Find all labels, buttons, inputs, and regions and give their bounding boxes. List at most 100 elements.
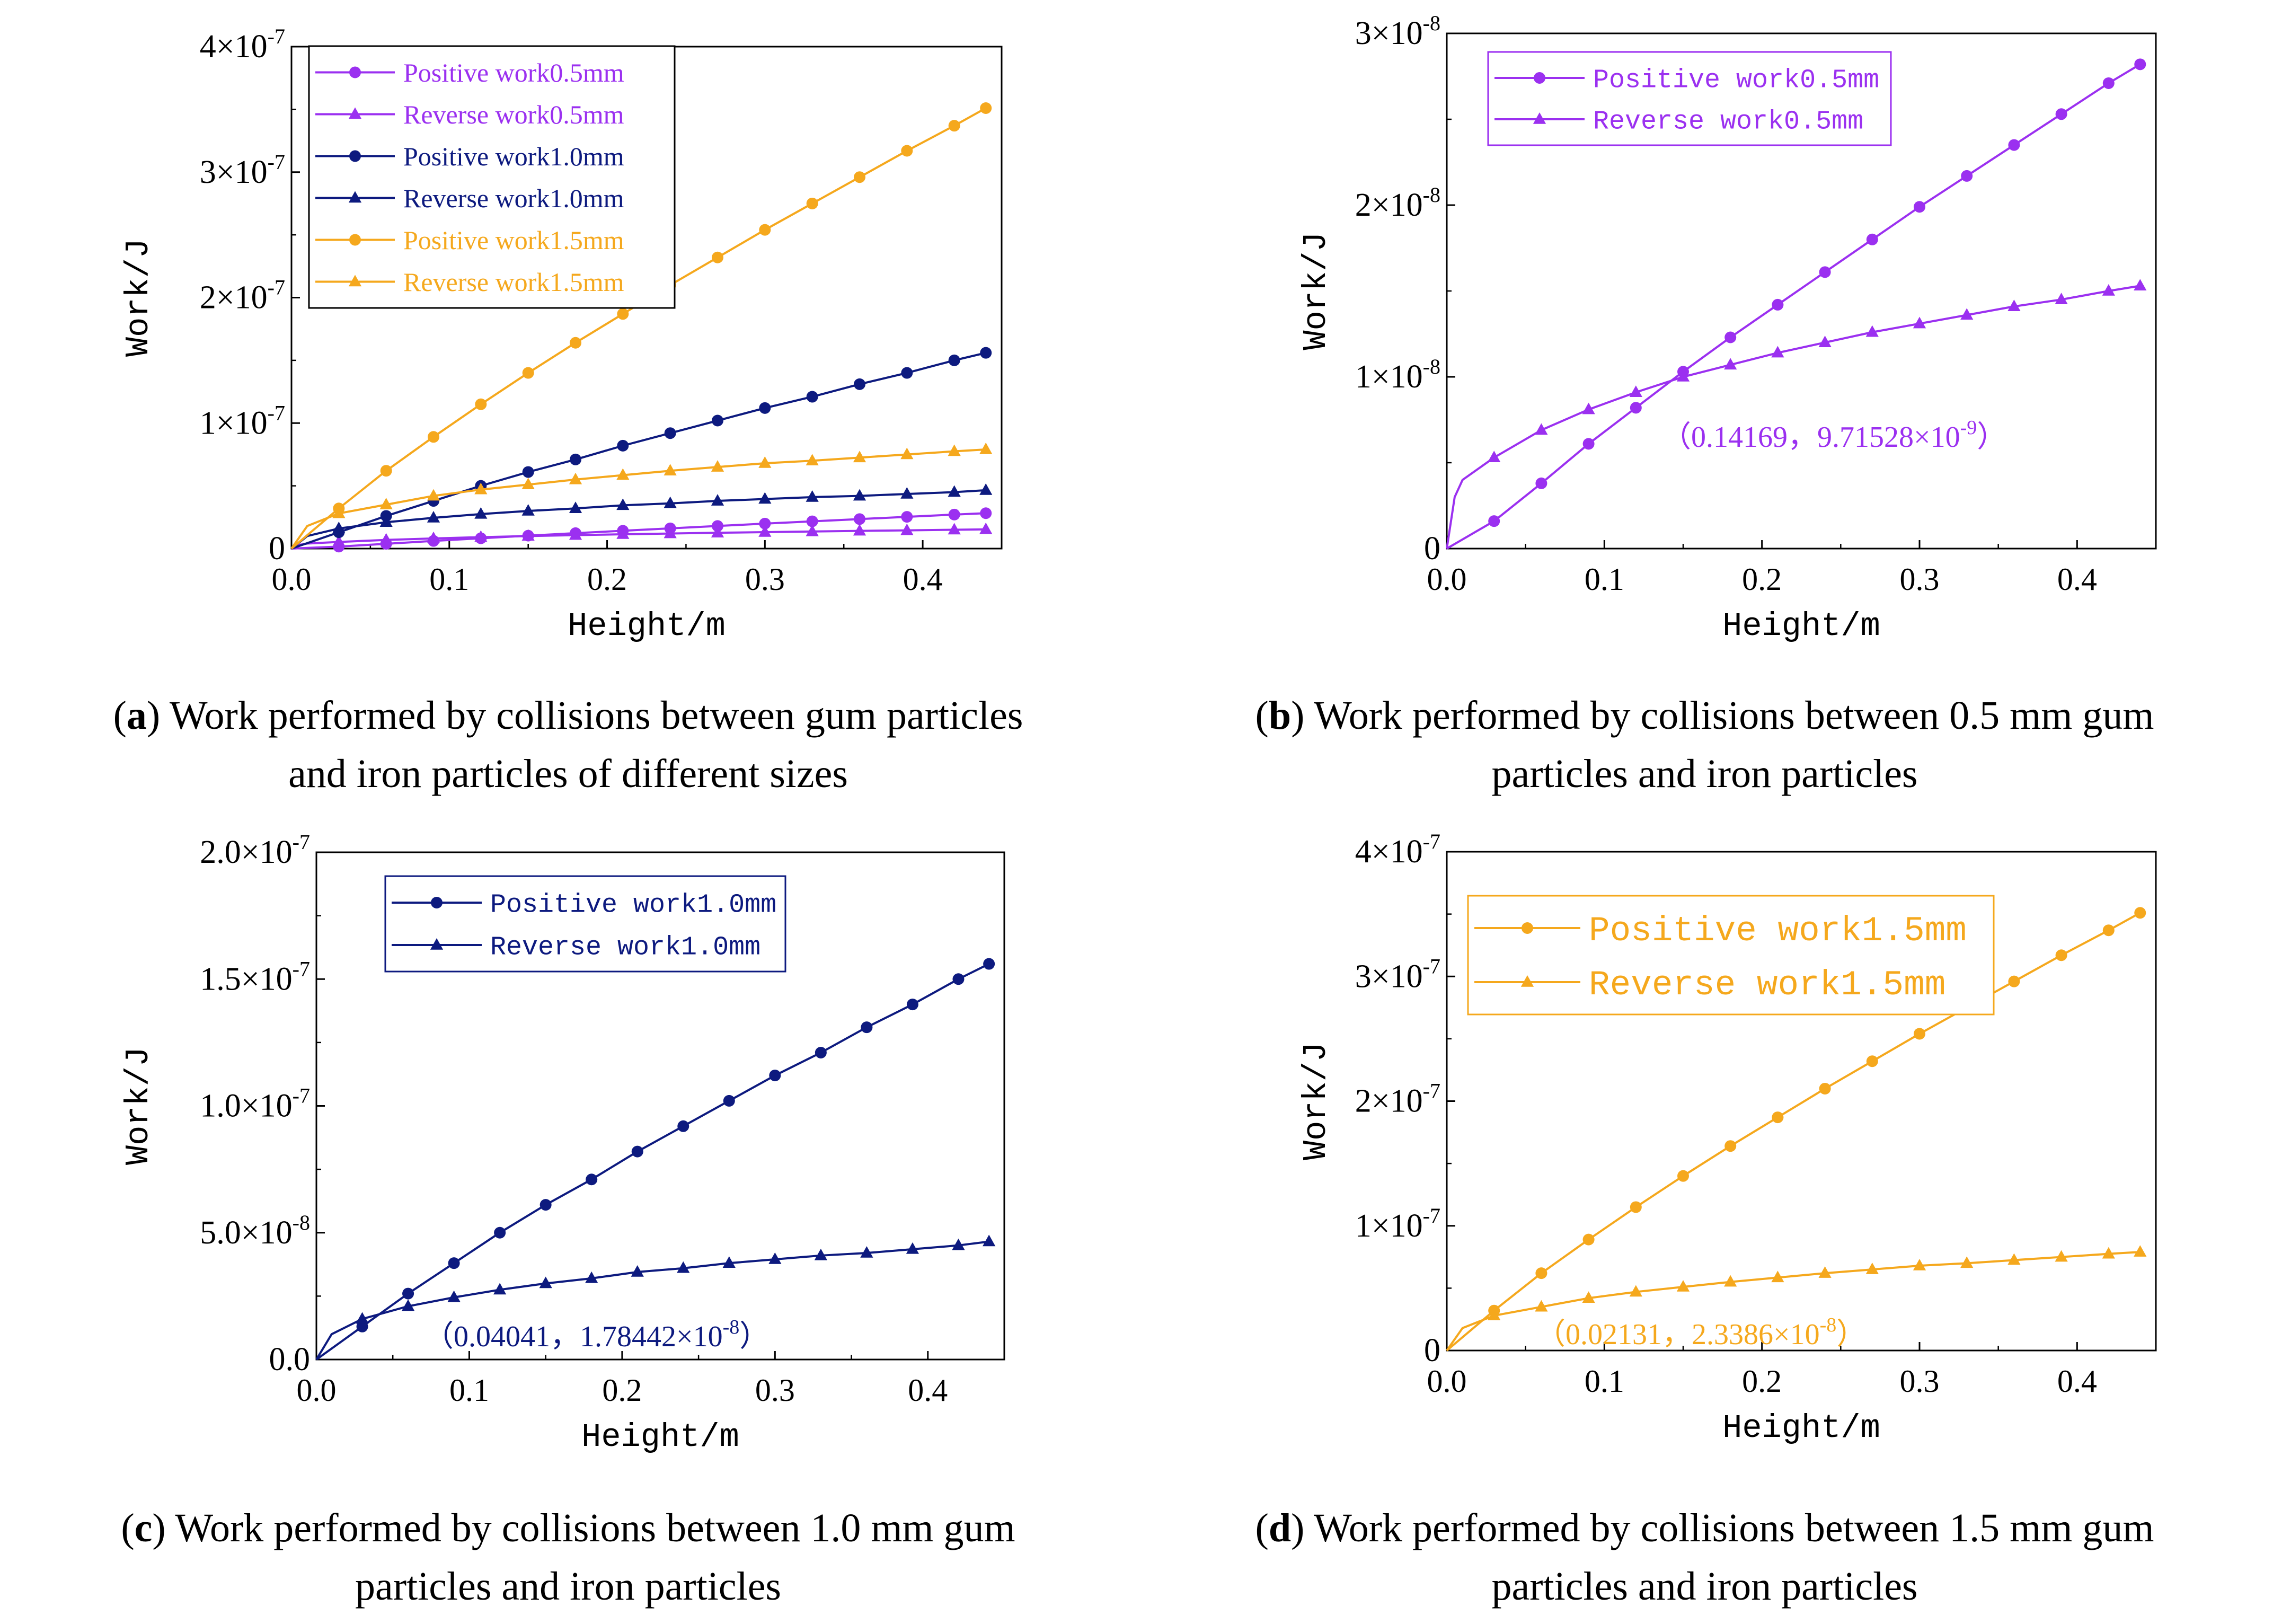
data-point [814,1248,827,1260]
data-point [379,515,393,527]
data-point [617,439,629,452]
data-point [1582,438,1595,450]
series-reverse-work0.5mm [291,522,993,550]
data-point [1865,1263,1879,1274]
data-point [2134,279,2147,291]
data-point [2055,1250,2068,1262]
data-point [1630,1201,1642,1213]
data-point [806,391,818,403]
data-point [447,1290,461,1302]
caption-b-text1: Work performed by collisions between 0.5… [1304,693,2154,738]
data-point [906,999,918,1011]
data-point [1961,170,1973,182]
x-tick-label: 0.2 [602,1373,642,1408]
data-point [427,511,440,523]
legend-label: Reverse work1.5mm [1589,965,1945,1005]
y-tick-label: 1.0×10-7 [200,1084,310,1124]
series-line [291,512,986,550]
data-point [427,531,440,543]
series-reverse-work1.5mm [1446,1245,2147,1352]
chart-panel-a: 0.0 0.1 0.2 0.3 0.4 0 1×10-7 2×10-7 3×10-7 4×10-7… [120,24,1003,645]
caption-c: (c) Work performed by collisions between… [0,1499,1136,1616]
data-point [2007,299,2021,311]
x-axis-label: Height/m [581,1418,739,1456]
data-point [493,1283,507,1295]
legend-box [1487,51,1892,146]
data-point [522,367,534,379]
y-axis-label: Work/J [120,239,157,357]
data-point [768,1252,782,1264]
data-point [2008,975,2020,987]
data-point [2102,924,2115,937]
caption-d: (d) Work performed by collisions between… [1136,1499,2273,1616]
caption-d-letter: d [1268,1506,1292,1550]
data-point [723,1095,735,1107]
x-axis-label: Height/m [1722,1409,1880,1447]
legend-marker [1534,72,1545,84]
y-axis-label: Work/J [1297,1042,1335,1160]
y-tick-label: 3×10-7 [200,150,285,190]
data-point [522,466,534,478]
data-point [664,496,677,508]
data-point [616,468,630,480]
x-tick-label: 0.0 [1427,562,1467,597]
data-point [2055,949,2067,961]
data-point [1724,358,1737,370]
data-point [1914,1028,1925,1040]
data-point [979,483,993,495]
data-point [952,973,965,985]
legend-label: Positive work0.5mm [403,58,624,87]
x-tick-label: 0.0 [297,1373,337,1408]
legend-marker [349,234,361,246]
data-point [379,533,393,545]
caption-a: (a) Work performed by collisions between… [0,686,1136,803]
data-point [474,482,488,495]
data-point [1676,370,1690,382]
data-point [906,1242,919,1254]
data-point [1819,266,1831,278]
caption-a-letter: a [126,693,147,738]
series-reverse-work0.5mm [1446,279,2147,549]
caption-b-line1: (b) Work performed by collisions between… [1255,693,2154,738]
chart-panel-c: 0.0 0.1 0.2 0.3 0.4 0.0 5.0×10-8 1.0×10-7 1.5×10… [120,830,1005,1456]
caption-c-letter: c [134,1506,153,1550]
data-point [1724,331,1737,343]
data-point [569,528,582,540]
legend-marker [1520,975,1534,987]
caption-d-text1: Work performed by collisions between 1.5… [1304,1506,2154,1550]
data-point [948,354,960,366]
y-tick-label: 4×10-7 [1355,829,1440,870]
data-point [854,513,865,525]
data-point [1488,1309,1501,1320]
data-point [1630,402,1642,414]
caption-c-text1: Work performed by collisions between 1.0… [165,1506,1015,1550]
series-positive-work1.0mm [291,347,992,550]
y-axis-label: Work/J [120,1047,157,1165]
data-point [853,489,866,501]
legend-box [1467,895,1995,1016]
x-tick-label: 0.3 [755,1373,795,1408]
legend-label: Reverse work0.5mm [1593,107,1863,137]
legend-label: Reverse work1.0mm [403,183,624,213]
intersection-annotation: （0.02131，2.3386×10-8） [1536,1314,1866,1351]
series-line [1446,285,2141,549]
legend-label: Positive work1.5mm [1589,911,1967,951]
data-point [711,526,724,537]
series-reverse-work1.0mm [290,483,993,550]
intersection-annotation: （0.04041，1.78442×10-8） [424,1316,769,1353]
data-point [948,523,961,535]
data-point [617,308,629,320]
legend-label: Reverse work1.0mm [490,933,760,963]
data-point [901,367,913,379]
y-tick-label: 5.0×10-8 [200,1211,310,1251]
caption-c-line2: particles and iron particles [355,1564,781,1609]
data-point [758,456,772,468]
x-tick-label: 0.1 [1585,1364,1624,1399]
legend-box [384,875,786,973]
legend-marker [348,191,362,203]
y-tick-label: 1×10-7 [1355,1204,1440,1244]
legend-box [308,45,676,309]
data-point [1866,233,1878,245]
series-line [1446,912,2141,1352]
data-point [475,398,487,410]
